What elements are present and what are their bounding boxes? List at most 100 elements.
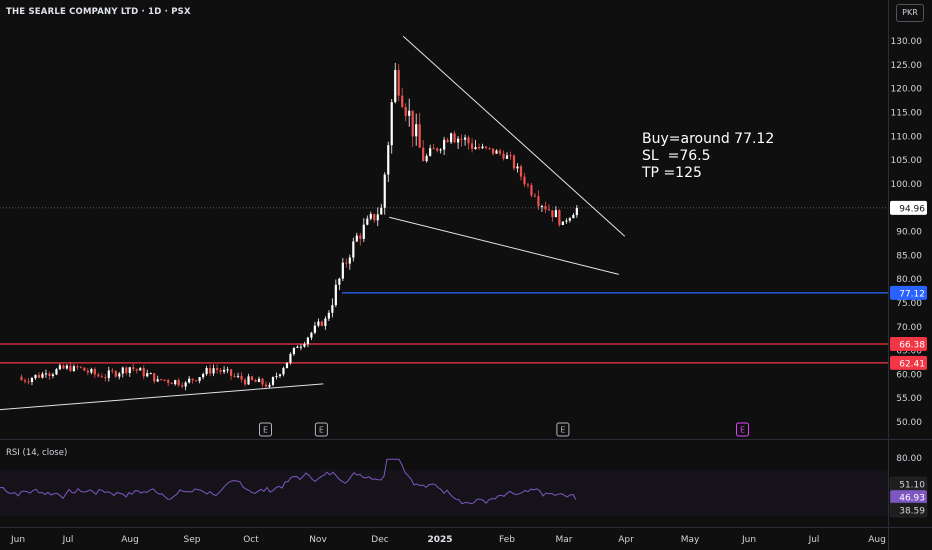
candle-body [62,365,65,369]
trade-annotation: Buy=around 77.12 SL =76.5 TP =125 [642,131,774,182]
candle-body [327,312,330,319]
candle-body [383,174,386,208]
candle-body [310,332,313,338]
candle-body [69,365,72,372]
candle-body [41,373,44,378]
candle-body [285,362,289,369]
candle-body [533,195,537,197]
earnings-marker[interactable] [314,422,328,437]
candle-body [118,373,121,377]
x-tick-label: Aug [121,535,139,545]
candle-body [149,373,152,375]
candle-body [547,209,551,211]
candle-body [125,367,128,373]
candle-body [352,241,355,258]
candle-body [243,379,247,385]
y-tick-label: 110.00 [891,132,923,142]
rsi-badge: 46.93 [899,494,925,504]
resistance-level-badge: 62.41 [899,359,925,369]
candle-body [275,376,278,378]
candle-body [257,378,261,382]
candle-body [432,148,435,150]
candle-body [470,143,474,150]
trendline[interactable] [402,35,626,237]
symbol-title[interactable]: THE SEARLE COMPANY LTD · 1D · PSX [6,7,191,17]
candle-body [537,196,540,207]
candle-body [79,366,82,368]
candle-body [222,369,226,372]
candle-body [264,384,268,387]
candle-body [530,185,533,196]
candle-body [387,145,390,175]
rsi-line[interactable] [0,458,577,505]
x-tick-label: Jun [10,535,25,545]
candle-body [443,139,446,150]
candle-body [345,262,348,264]
earnings-marker[interactable] [258,422,272,437]
candle-body [474,147,477,150]
candle-body [132,367,135,370]
candle-body [212,368,215,374]
candle-body [429,148,432,156]
earnings-marker[interactable] [736,422,750,437]
candle-body [72,366,75,372]
candle-body [58,365,62,370]
earnings-marker-label: E [560,426,565,435]
candle-body [373,214,376,221]
candle-body [250,376,254,380]
rsi-badge-bg [889,502,928,518]
candle-body [83,367,86,371]
candle-body [477,147,481,149]
candle-body [519,166,523,177]
candle-body [229,369,233,376]
candle-body [376,214,379,221]
candle-body [544,206,547,210]
candle-body [495,150,498,154]
earnings-marker[interactable] [556,422,570,437]
candle-body [453,133,456,143]
candle-body [418,124,421,148]
candle-body [254,379,257,382]
candle-body [394,70,397,103]
x-tick-label: 2025 [427,535,452,545]
earnings-marker-label: E [740,426,745,435]
candle-body [226,369,229,371]
candle-body [163,379,166,381]
trendline[interactable] [389,216,619,275]
currency-button[interactable]: PKR [896,4,924,22]
trendline[interactable] [0,383,324,411]
candle-body [408,110,411,116]
y-tick-label: 60.00 [896,370,922,380]
rsi-badge: 38.59 [899,507,925,517]
candle-body [303,344,306,347]
candle-body [446,139,449,143]
candle-body [436,148,439,151]
candle-body [366,218,369,225]
candle-body [27,381,30,383]
candle-body [44,373,48,375]
candle-body [37,374,41,378]
candle-body [114,371,117,377]
candle-body [359,235,362,239]
candle-body [174,380,177,385]
annotation-line-sl: SL =76.5 [642,148,711,164]
candle-body [467,137,470,144]
x-tick-label: Jul [62,535,74,545]
candle-body [457,138,460,143]
rsi-legend[interactable]: RSI (14, close) [6,448,68,458]
candle-body [236,375,240,377]
last-price-badge: 94.96 [899,204,925,214]
candle-body [209,368,212,374]
candle-body [540,206,544,208]
x-tick-label: Jun [741,535,756,545]
candle-body [397,70,400,96]
candle-body [355,235,358,242]
candle-body [146,373,149,377]
candle-body [271,377,275,385]
candle-body [390,102,393,146]
candle-body [261,378,264,385]
candle-body [523,176,526,185]
candle-body [565,220,568,222]
candle-body [516,166,519,169]
